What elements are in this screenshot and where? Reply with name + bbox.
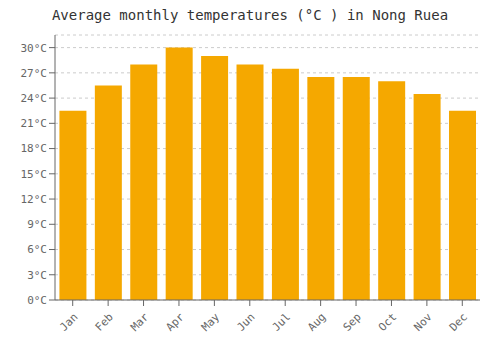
svg-text:Apr: Apr (163, 310, 187, 334)
svg-text:9°C: 9°C (27, 218, 47, 231)
svg-text:15°C: 15°C (21, 168, 48, 181)
svg-text:27°C: 27°C (21, 67, 48, 80)
svg-text:May: May (199, 310, 223, 334)
svg-text:6°C: 6°C (27, 243, 47, 256)
svg-text:Mar: Mar (128, 310, 152, 334)
svg-text:12°C: 12°C (21, 193, 48, 206)
svg-text:30°C: 30°C (21, 42, 48, 55)
svg-text:Jul: Jul (270, 311, 293, 334)
svg-text:24°C: 24°C (21, 92, 48, 105)
svg-text:Nov: Nov (411, 310, 435, 334)
svg-text:Oct: Oct (376, 311, 399, 334)
svg-text:18°C: 18°C (21, 142, 48, 155)
svg-text:Jan: Jan (57, 311, 80, 334)
svg-text:Feb: Feb (93, 311, 116, 334)
svg-text:Jun: Jun (234, 311, 257, 334)
svg-text:21°C: 21°C (21, 117, 48, 130)
svg-text:Aug: Aug (305, 311, 328, 334)
svg-text:Dec: Dec (447, 311, 470, 334)
svg-text:Sep: Sep (341, 311, 364, 334)
svg-text:3°C: 3°C (27, 269, 47, 282)
svg-text:0°C: 0°C (27, 294, 47, 307)
html-text:Average monthly temperatures (: Average monthly temperatures (°C ) in No… (51, 7, 449, 23)
